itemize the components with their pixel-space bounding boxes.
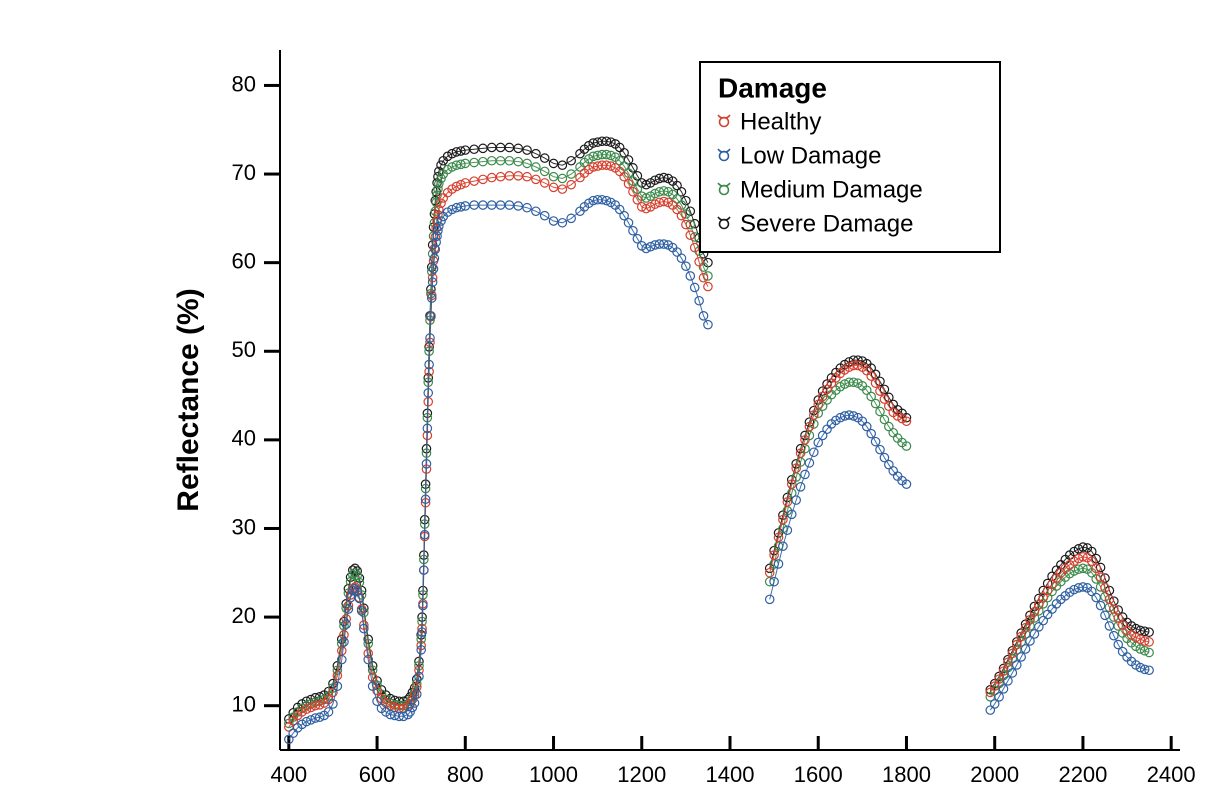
x-tick-label: 2400 xyxy=(1147,762,1196,787)
y-tick-label: 70 xyxy=(232,160,256,185)
x-tick-label: 400 xyxy=(270,762,307,787)
x-tick-label: 1200 xyxy=(617,762,666,787)
legend-item-label: Severe Damage xyxy=(740,210,913,237)
y-tick-label: 40 xyxy=(232,426,256,451)
x-tick-label: 2200 xyxy=(1058,762,1107,787)
y-tick-label: 10 xyxy=(232,692,256,717)
x-tick-label: 1000 xyxy=(529,762,578,787)
y-tick-label: 80 xyxy=(232,71,256,96)
legend: Damage Healthy Low Damage Medium Damage Seve… xyxy=(700,62,1000,252)
legend-item-label: Healthy xyxy=(740,108,821,135)
y-axis-title: Reflectance (%) xyxy=(172,288,205,511)
legend-title: Damage xyxy=(718,72,827,103)
y-tick-label: 20 xyxy=(232,603,256,628)
x-tick-label: 1800 xyxy=(882,762,931,787)
x-tick-label: 2000 xyxy=(970,762,1019,787)
chart-svg: 10 20 30 40 50 60 70 80 400 600 800 1000 1200 1400 160… xyxy=(0,0,1205,803)
x-tick-label: 800 xyxy=(447,762,484,787)
legend-item-label: Medium Damage xyxy=(740,176,923,203)
y-tick-label: 60 xyxy=(232,248,256,273)
x-tick-label: 600 xyxy=(359,762,396,787)
y-tick-label: 50 xyxy=(232,337,256,362)
legend-item-label: Low Damage xyxy=(740,142,881,169)
chart-wrapper: 10 20 30 40 50 60 70 80 400 600 800 1000 1200 1400 160… xyxy=(0,0,1205,803)
x-tick-label: 1600 xyxy=(794,762,843,787)
x-tick-label: 1400 xyxy=(706,762,755,787)
y-tick-label: 30 xyxy=(232,514,256,539)
